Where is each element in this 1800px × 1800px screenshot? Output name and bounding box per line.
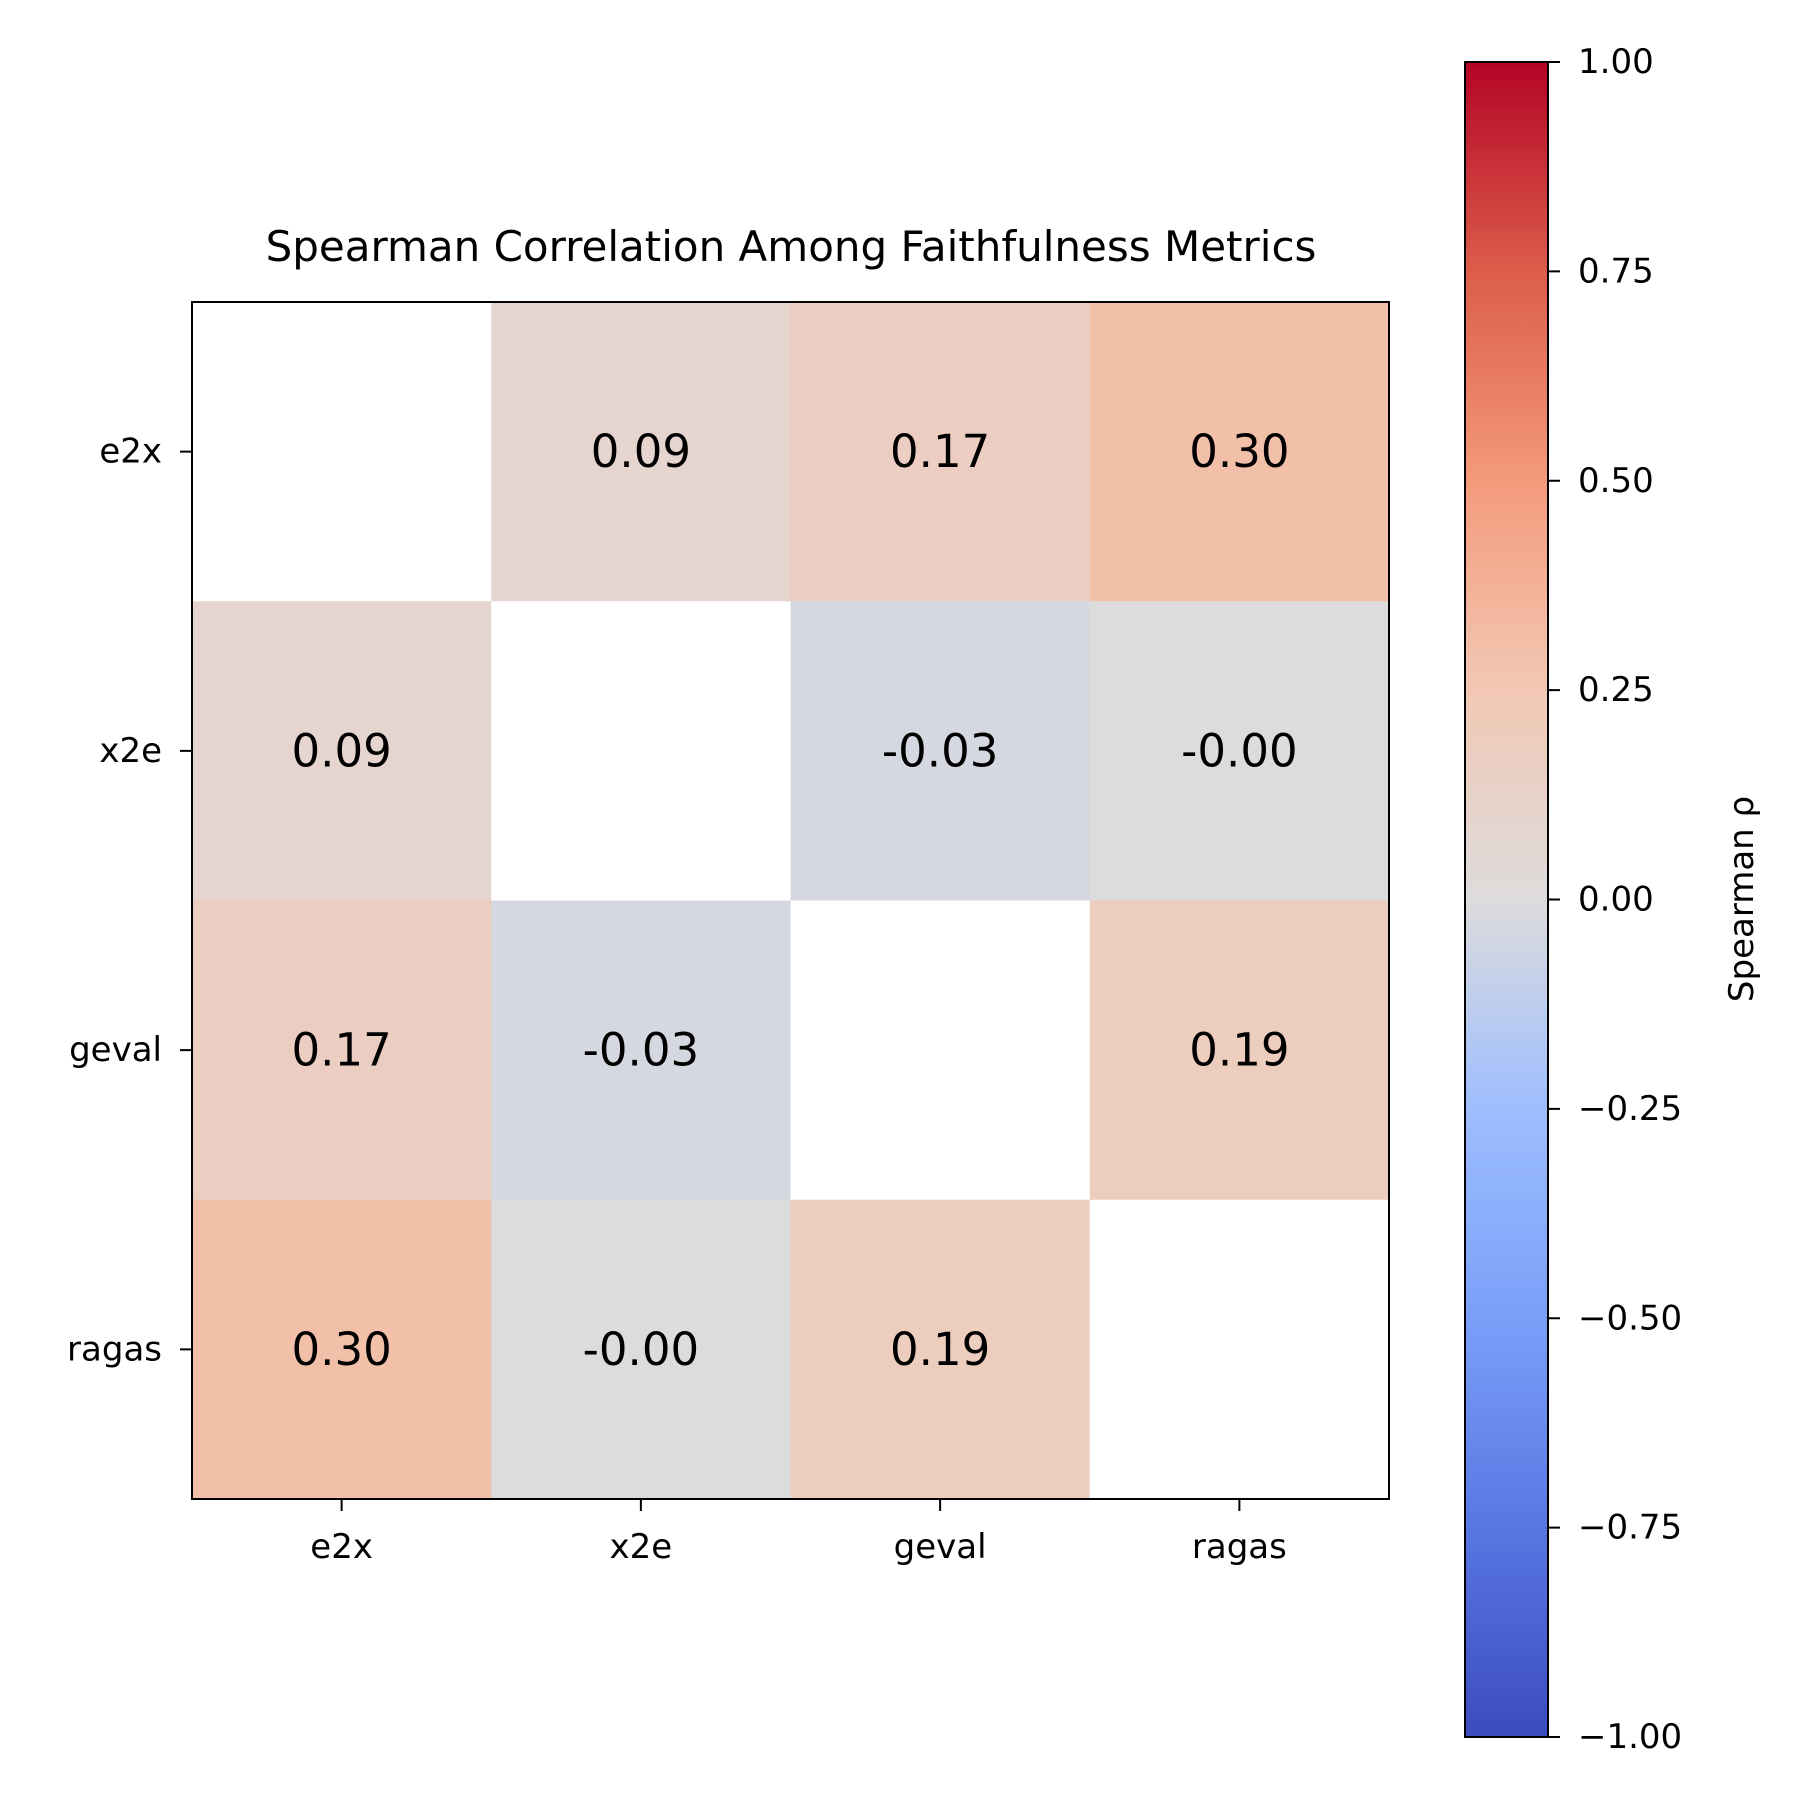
cell-value-e2x-geval: 0.17 [890, 425, 990, 478]
cell-value-x2e-ragas: -0.00 [1181, 724, 1297, 777]
colorbar [1464, 61, 1549, 1738]
heatmap-cell-x2e-geval [790, 601, 1091, 901]
colorbar-tick-label: −1.00 [1578, 1717, 1682, 1757]
colorbar-tick-label: −0.75 [1578, 1508, 1682, 1548]
heatmap-cell-e2x-x2e [491, 302, 791, 602]
heatmap-cell-x2e-x2e [491, 601, 791, 901]
heatmap-cell-e2x-ragas [1089, 302, 1390, 602]
heatmap-cell-ragas-ragas [1089, 1199, 1390, 1500]
y-tick-label-e2x: e2x [99, 432, 162, 472]
x-tick-label-geval: geval [894, 1527, 987, 1567]
colorbar-tick-label: 0.75 [1578, 251, 1654, 291]
heatmap-cell-ragas-geval [790, 1199, 1091, 1500]
colorbar-tick-label: 1.00 [1578, 42, 1654, 82]
cell-value-geval-ragas: 0.19 [1189, 1024, 1289, 1077]
cell-value-ragas-geval: 0.19 [890, 1323, 990, 1376]
cell-value-x2e-geval: -0.03 [882, 724, 998, 777]
colorbar-axis: 1.00 0.75 0.50 0.25 0.00 −0.25 −0.50 −0.75 −1.00 [1548, 42, 1682, 1757]
y-tick-label-x2e: x2e [99, 731, 162, 771]
cell-value-ragas-x2e: -0.00 [583, 1323, 699, 1376]
cell-value-geval-x2e: -0.03 [583, 1024, 699, 1077]
heatmap-cell-x2e-e2x [192, 601, 492, 901]
cell-value-x2e-e2x: 0.09 [292, 724, 392, 777]
heatmap-cell-e2x-e2x [192, 302, 492, 602]
y-tick-label-geval: geval [69, 1030, 162, 1070]
x-tick-label-x2e: x2e [610, 1527, 673, 1567]
heatmap-cell-geval-e2x [192, 900, 492, 1201]
x-axis: e2x x2e geval ragas [310, 1499, 1287, 1567]
heatmap-cell-geval-ragas [1089, 900, 1390, 1201]
y-tick-label-ragas: ragas [67, 1329, 162, 1369]
x-tick-label-e2x: e2x [310, 1527, 373, 1567]
cell-value-ragas-e2x: 0.30 [292, 1323, 392, 1376]
colorbar-tick-label: 0.50 [1578, 461, 1654, 501]
x-tick-label-ragas: ragas [1192, 1527, 1287, 1567]
chart-title: Spearman Correlation Among Faithfulness … [266, 222, 1317, 271]
heatmap-cell-ragas-e2x [192, 1199, 492, 1500]
colorbar-tick-label: −0.50 [1578, 1298, 1682, 1338]
cell-value-e2x-ragas: 0.30 [1189, 425, 1289, 478]
heatmap-cell-e2x-geval [790, 302, 1091, 602]
colorbar-tick-label: −0.25 [1578, 1089, 1682, 1129]
heatmap-cell-x2e-ragas [1089, 601, 1390, 901]
colorbar-tick-label: 0.25 [1578, 670, 1654, 710]
cell-value-e2x-x2e: 0.09 [591, 425, 691, 478]
heatmap-cells [192, 302, 1390, 1500]
cell-value-geval-e2x: 0.17 [292, 1024, 392, 1077]
plot-frame [191, 301, 1390, 1500]
heatmap-cell-ragas-x2e [491, 1199, 791, 1500]
colorbar-tick-label: 0.00 [1578, 880, 1654, 920]
y-axis: e2x x2e geval ragas [67, 432, 192, 1369]
colorbar-label: Spearman ρ [1722, 796, 1762, 1002]
heatmap-cell-labels: 0.09 0.17 0.30 0.09 -0.03 -0.00 0.17 -0.03 0.19 0… [292, 425, 1298, 1376]
heatmap-cell-geval-x2e [491, 900, 791, 1201]
heatmap-cell-geval-geval [790, 900, 1091, 1201]
